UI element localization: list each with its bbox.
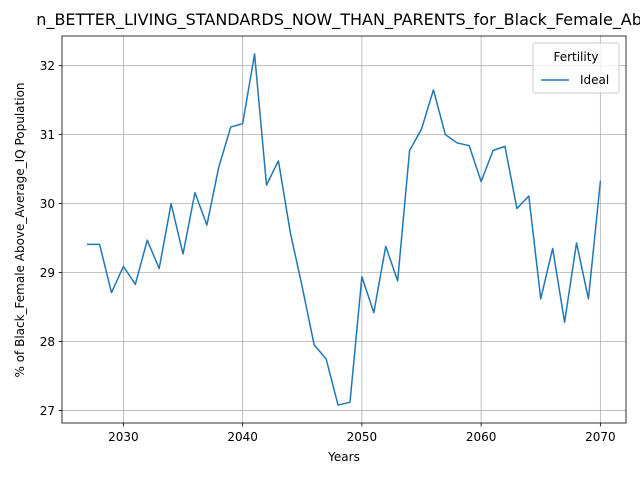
x-axis-ticks: 2030 2040 2050 2060 2070 — [108, 423, 616, 444]
legend: Fertility Ideal — [532, 42, 620, 94]
series-layer — [86, 53, 602, 406]
x-tick-label: 2040 — [227, 430, 258, 444]
y-tick-label: 28 — [40, 335, 55, 349]
y-tick-label: 31 — [40, 128, 55, 142]
x-tick-label: 2030 — [108, 430, 139, 444]
series-line-ideal — [86, 53, 602, 406]
chart-title: n_BETTER_LIVING_STANDARDS_NOW_THAN_PAREN… — [36, 10, 640, 30]
plot-frame — [61, 35, 627, 424]
y-tick-label: 30 — [40, 197, 55, 211]
y-axis-ticks: 27 28 29 30 31 32 — [40, 59, 62, 418]
x-tick-label: 2060 — [466, 430, 497, 444]
y-tick-label: 29 — [40, 266, 55, 280]
x-tick-label: 2070 — [585, 430, 616, 444]
y-tick-label: 27 — [40, 404, 55, 418]
y-axis-label: % of Black_Female Above_Average_IQ Popul… — [13, 82, 27, 377]
x-axis-label: Years — [327, 450, 360, 464]
y-grid — [62, 65, 626, 411]
legend-label-ideal: Ideal — [580, 73, 609, 87]
plot-area — [62, 36, 626, 423]
y-tick-label: 32 — [40, 59, 55, 73]
x-grid — [123, 36, 601, 423]
legend-title: Fertility — [553, 50, 598, 64]
x-tick-label: 2050 — [347, 430, 378, 444]
